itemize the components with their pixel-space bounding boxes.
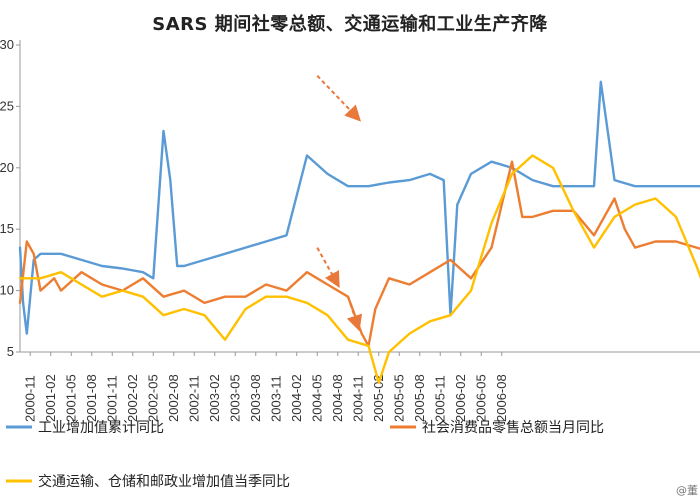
- x-tick-label: 2003-02: [207, 374, 222, 422]
- annotation-arrow-1: [316, 75, 362, 122]
- annotation-arrow-3: [346, 296, 363, 332]
- series-line-1: [18, 80, 700, 335]
- x-tick-label: 2002-02: [125, 374, 140, 422]
- legend-label-1: 工业增加值累计同比: [38, 420, 164, 436]
- y-tick-label: 10: [0, 283, 14, 298]
- x-tick-label: 2005-11: [432, 375, 447, 422]
- watermark-text: @董: [676, 484, 698, 497]
- x-tick-label: 2005-08: [412, 374, 427, 422]
- x-tick-label: 2003-08: [248, 374, 263, 422]
- x-tick-label: 2003-05: [227, 374, 242, 422]
- x-tick-label: 2004-02: [289, 374, 304, 422]
- x-tick-label: 2002-08: [166, 374, 181, 422]
- x-tick-label: 2004-05: [309, 374, 324, 422]
- x-tick-label: 2006-05: [473, 374, 488, 422]
- y-tick-label: 25: [0, 98, 14, 113]
- x-tick-label: 2002-05: [145, 374, 160, 422]
- y-tick-label: 30: [0, 37, 14, 52]
- x-tick-label: 2002-11: [186, 375, 201, 422]
- x-tick-label: 2005-02: [371, 374, 386, 422]
- x-tick-label: 2004-08: [330, 374, 345, 422]
- x-tick-label: 2001-02: [43, 374, 58, 422]
- chart-title: SARS 期间社零总额、交通运输和工业生产齐降: [152, 14, 548, 35]
- x-tick-label: 2003-11: [268, 375, 283, 422]
- annotation-arrow-2: [316, 247, 340, 288]
- x-tick-label: 2005-05: [391, 374, 406, 422]
- x-tick-label: 2001-08: [84, 374, 99, 422]
- x-tick-label: 2001-11: [104, 375, 119, 422]
- x-tick-label: 2001-05: [63, 374, 78, 422]
- y-tick-label: 5: [7, 344, 14, 359]
- x-tick-label: 2006-08: [494, 374, 509, 422]
- series-line-3: [18, 154, 700, 384]
- x-tick-label: 2004-11: [350, 375, 365, 422]
- legend-label-3: 交通运输、仓储和邮政业增加值当季同比: [38, 473, 290, 490]
- y-tick-label: 20: [0, 160, 14, 175]
- y-tick-label: 15: [0, 221, 14, 236]
- x-tick-label: 2000-11: [22, 375, 37, 422]
- x-tick-label: 2006-02: [453, 374, 468, 422]
- series-line-2: [18, 160, 700, 348]
- legend-label-2: 社会消费品零售总额当月同比: [422, 420, 604, 436]
